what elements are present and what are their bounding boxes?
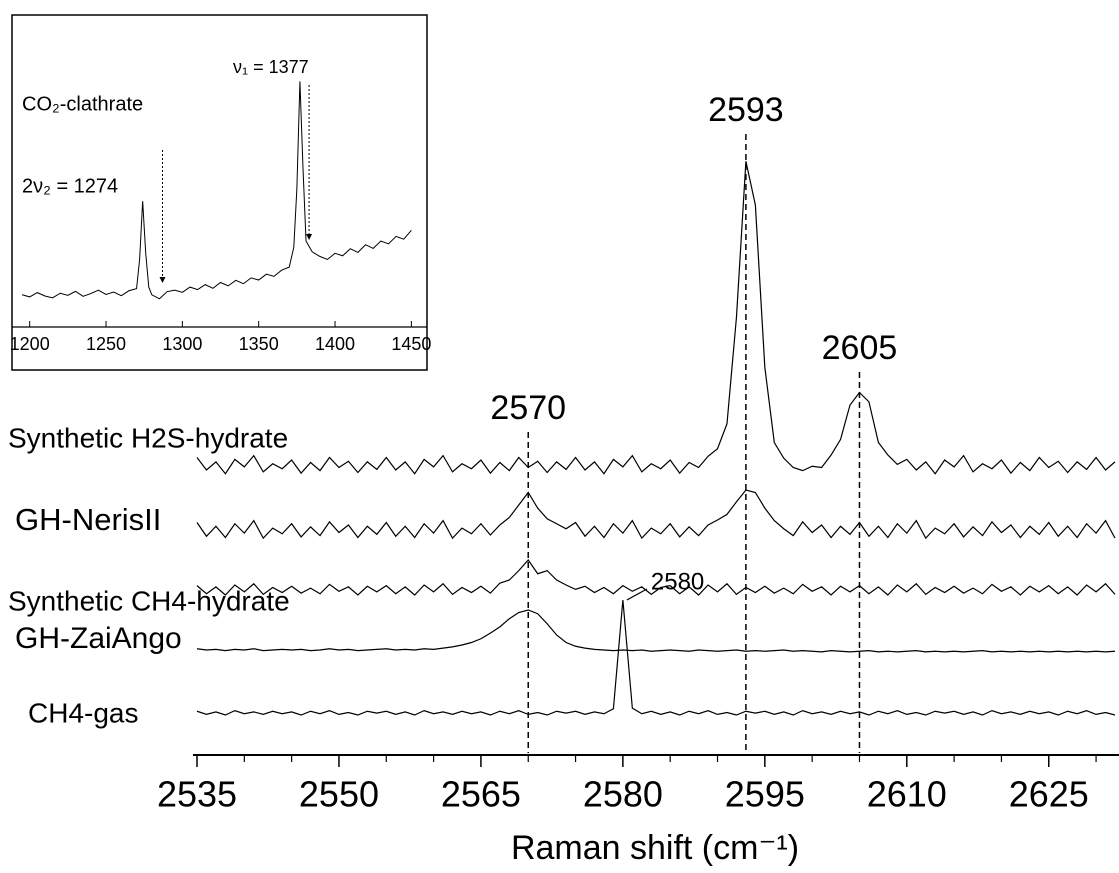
inset-frame [11, 14, 428, 371]
x-tick-label: 1300 [162, 334, 202, 354]
annotation: ν₁ = 1377 [233, 57, 309, 77]
x-tick-label: 1350 [239, 334, 279, 354]
series-label: Synthetic CH4-hydrate [8, 585, 290, 616]
arrow-head [306, 234, 313, 240]
series-label: CH4-gas [28, 697, 138, 728]
spectrum-line [196, 599, 1116, 716]
x-tick-label: 2625 [1009, 774, 1089, 815]
annotation: 2ν₂ = 1274 [22, 175, 118, 197]
x-tick-label: 1450 [391, 334, 431, 354]
spectrum-line [196, 489, 1116, 540]
peak-leader [626, 588, 648, 601]
x-tick-label: 2595 [725, 774, 805, 815]
spectrum-line [196, 161, 1116, 475]
x-tick-label: 1200 [10, 334, 50, 354]
peak-label: 2580 [651, 568, 704, 595]
x-tick-label: 1250 [86, 334, 126, 354]
series-label: GH-ZaiAngo [15, 622, 182, 655]
arrow-head [159, 277, 166, 283]
peak-label: 2593 [708, 91, 784, 129]
peak-label: 2605 [822, 329, 898, 367]
x-axis-label: Raman shift (cm⁻¹) [511, 829, 799, 867]
spectrum-line [196, 559, 1116, 596]
annotation: CO₂-clathrate [22, 93, 143, 115]
x-tick-label: 1400 [315, 334, 355, 354]
series-label: GH-NerisII [15, 502, 161, 537]
x-tick-label: 2580 [583, 774, 663, 815]
peak-label: 2570 [490, 389, 566, 427]
x-tick-label: 2550 [299, 774, 379, 815]
x-tick-label: 2535 [157, 774, 237, 815]
spectrum-line [196, 609, 1116, 653]
x-tick-label: 2610 [867, 774, 947, 815]
series-label: Synthetic H2S-hydrate [8, 422, 288, 453]
spectrum-line [21, 81, 412, 300]
x-tick-label: 2565 [441, 774, 521, 815]
